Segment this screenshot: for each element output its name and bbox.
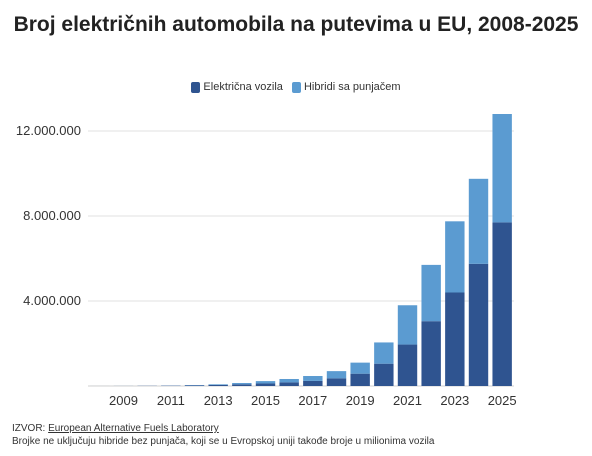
bar-plugin-hybrid-2018[interactable] <box>326 371 347 379</box>
y-tick-label: 12.000.000 <box>16 123 81 138</box>
source-link[interactable]: European Alternative Fuels Laboratory <box>48 423 219 434</box>
x-tick-label-2021: 2021 <box>393 393 422 408</box>
chart-title: Broj električnih automobila na putevima … <box>13 13 579 36</box>
bar-electric-2022[interactable] <box>421 321 441 386</box>
bar-electric-2017[interactable] <box>303 380 323 386</box>
source-prefix: IZVOR: <box>12 423 49 434</box>
y-tick-label: 8.000.000 <box>23 208 81 223</box>
bar-electric-2019[interactable] <box>350 373 370 386</box>
bar-plugin-hybrid-2016[interactable] <box>279 378 299 383</box>
chart-legend: Električna vozila Hibridi sa punjačem <box>0 81 592 96</box>
bar-plugin-hybrid-2013[interactable] <box>208 384 228 385</box>
chart-footer: IZVOR: European Alternative Fuels Labora… <box>12 422 434 448</box>
bar-plugin-hybrid-2023[interactable] <box>445 221 465 293</box>
bar-electric-2016[interactable] <box>279 382 299 386</box>
source-line: IZVOR: European Alternative Fuels Labora… <box>12 422 434 435</box>
x-tick-label-2015: 2015 <box>251 393 280 408</box>
footnote: Brojke ne uključuju hibride bez punjača,… <box>12 436 435 447</box>
y-axis-ticks: 4.000.000 8.000.000 12.000.000 <box>16 123 81 308</box>
legend-swatch-electric <box>191 81 201 93</box>
x-tick-label-2017: 2017 <box>298 393 327 408</box>
legend-swatch-plugin-hybrid <box>291 81 301 93</box>
bar-plugin-hybrid-2017[interactable] <box>303 376 323 381</box>
bar-plugin-hybrid-2024[interactable] <box>468 178 489 264</box>
x-tick-label-2009: 2009 <box>109 393 138 408</box>
legend-item-electric[interactable]: Električna vozila <box>191 81 283 93</box>
bar-electric-2020[interactable] <box>374 363 394 386</box>
y-tick-label: 4.000.000 <box>23 293 81 308</box>
bar-electric-2018[interactable] <box>326 378 347 386</box>
bars <box>90 114 512 387</box>
x-tick-label-2023: 2023 <box>440 393 469 408</box>
bar-electric-2015[interactable] <box>255 383 276 386</box>
x-tick-label-2013: 2013 <box>204 393 233 408</box>
bar-electric-2024[interactable] <box>468 263 489 386</box>
stacked-bar-chart: 4.000.000 8.000.000 12.000.000 2009 2011 201… <box>16 114 517 408</box>
bar-plugin-hybrid-2020[interactable] <box>374 342 394 364</box>
legend-item-plugin-hybrid[interactable]: Hibridi sa punjačem <box>291 81 401 93</box>
bar-electric-2021[interactable] <box>397 344 418 386</box>
bar-electric-2012[interactable] <box>184 385 205 386</box>
bar-electric-2013[interactable] <box>208 384 228 386</box>
bar-plugin-hybrid-2025[interactable] <box>492 114 512 223</box>
gridlines <box>88 130 514 387</box>
bar-electric-2014[interactable] <box>232 384 252 386</box>
bar-plugin-hybrid-2015[interactable] <box>255 381 276 384</box>
legend-label-plugin-hybrid: Hibridi sa punjačem <box>303 81 401 93</box>
x-tick-label-2011: 2011 <box>157 393 185 408</box>
bar-plugin-hybrid-2021[interactable] <box>397 305 418 345</box>
legend-label-electric: Električna vozila <box>203 81 283 93</box>
x-tick-label-2025: 2025 <box>488 393 517 408</box>
bar-plugin-hybrid-2014[interactable] <box>232 383 252 385</box>
bar-electric-2025[interactable] <box>492 222 512 387</box>
x-tick-label-2019: 2019 <box>346 393 375 408</box>
bar-plugin-hybrid-2019[interactable] <box>350 362 370 374</box>
bar-plugin-hybrid-2022[interactable] <box>421 264 441 322</box>
x-axis-ticks: 2009 2011 2013 2015 2017 2019 2021 2023 2025 <box>109 393 517 408</box>
bar-electric-2023[interactable] <box>445 292 465 387</box>
